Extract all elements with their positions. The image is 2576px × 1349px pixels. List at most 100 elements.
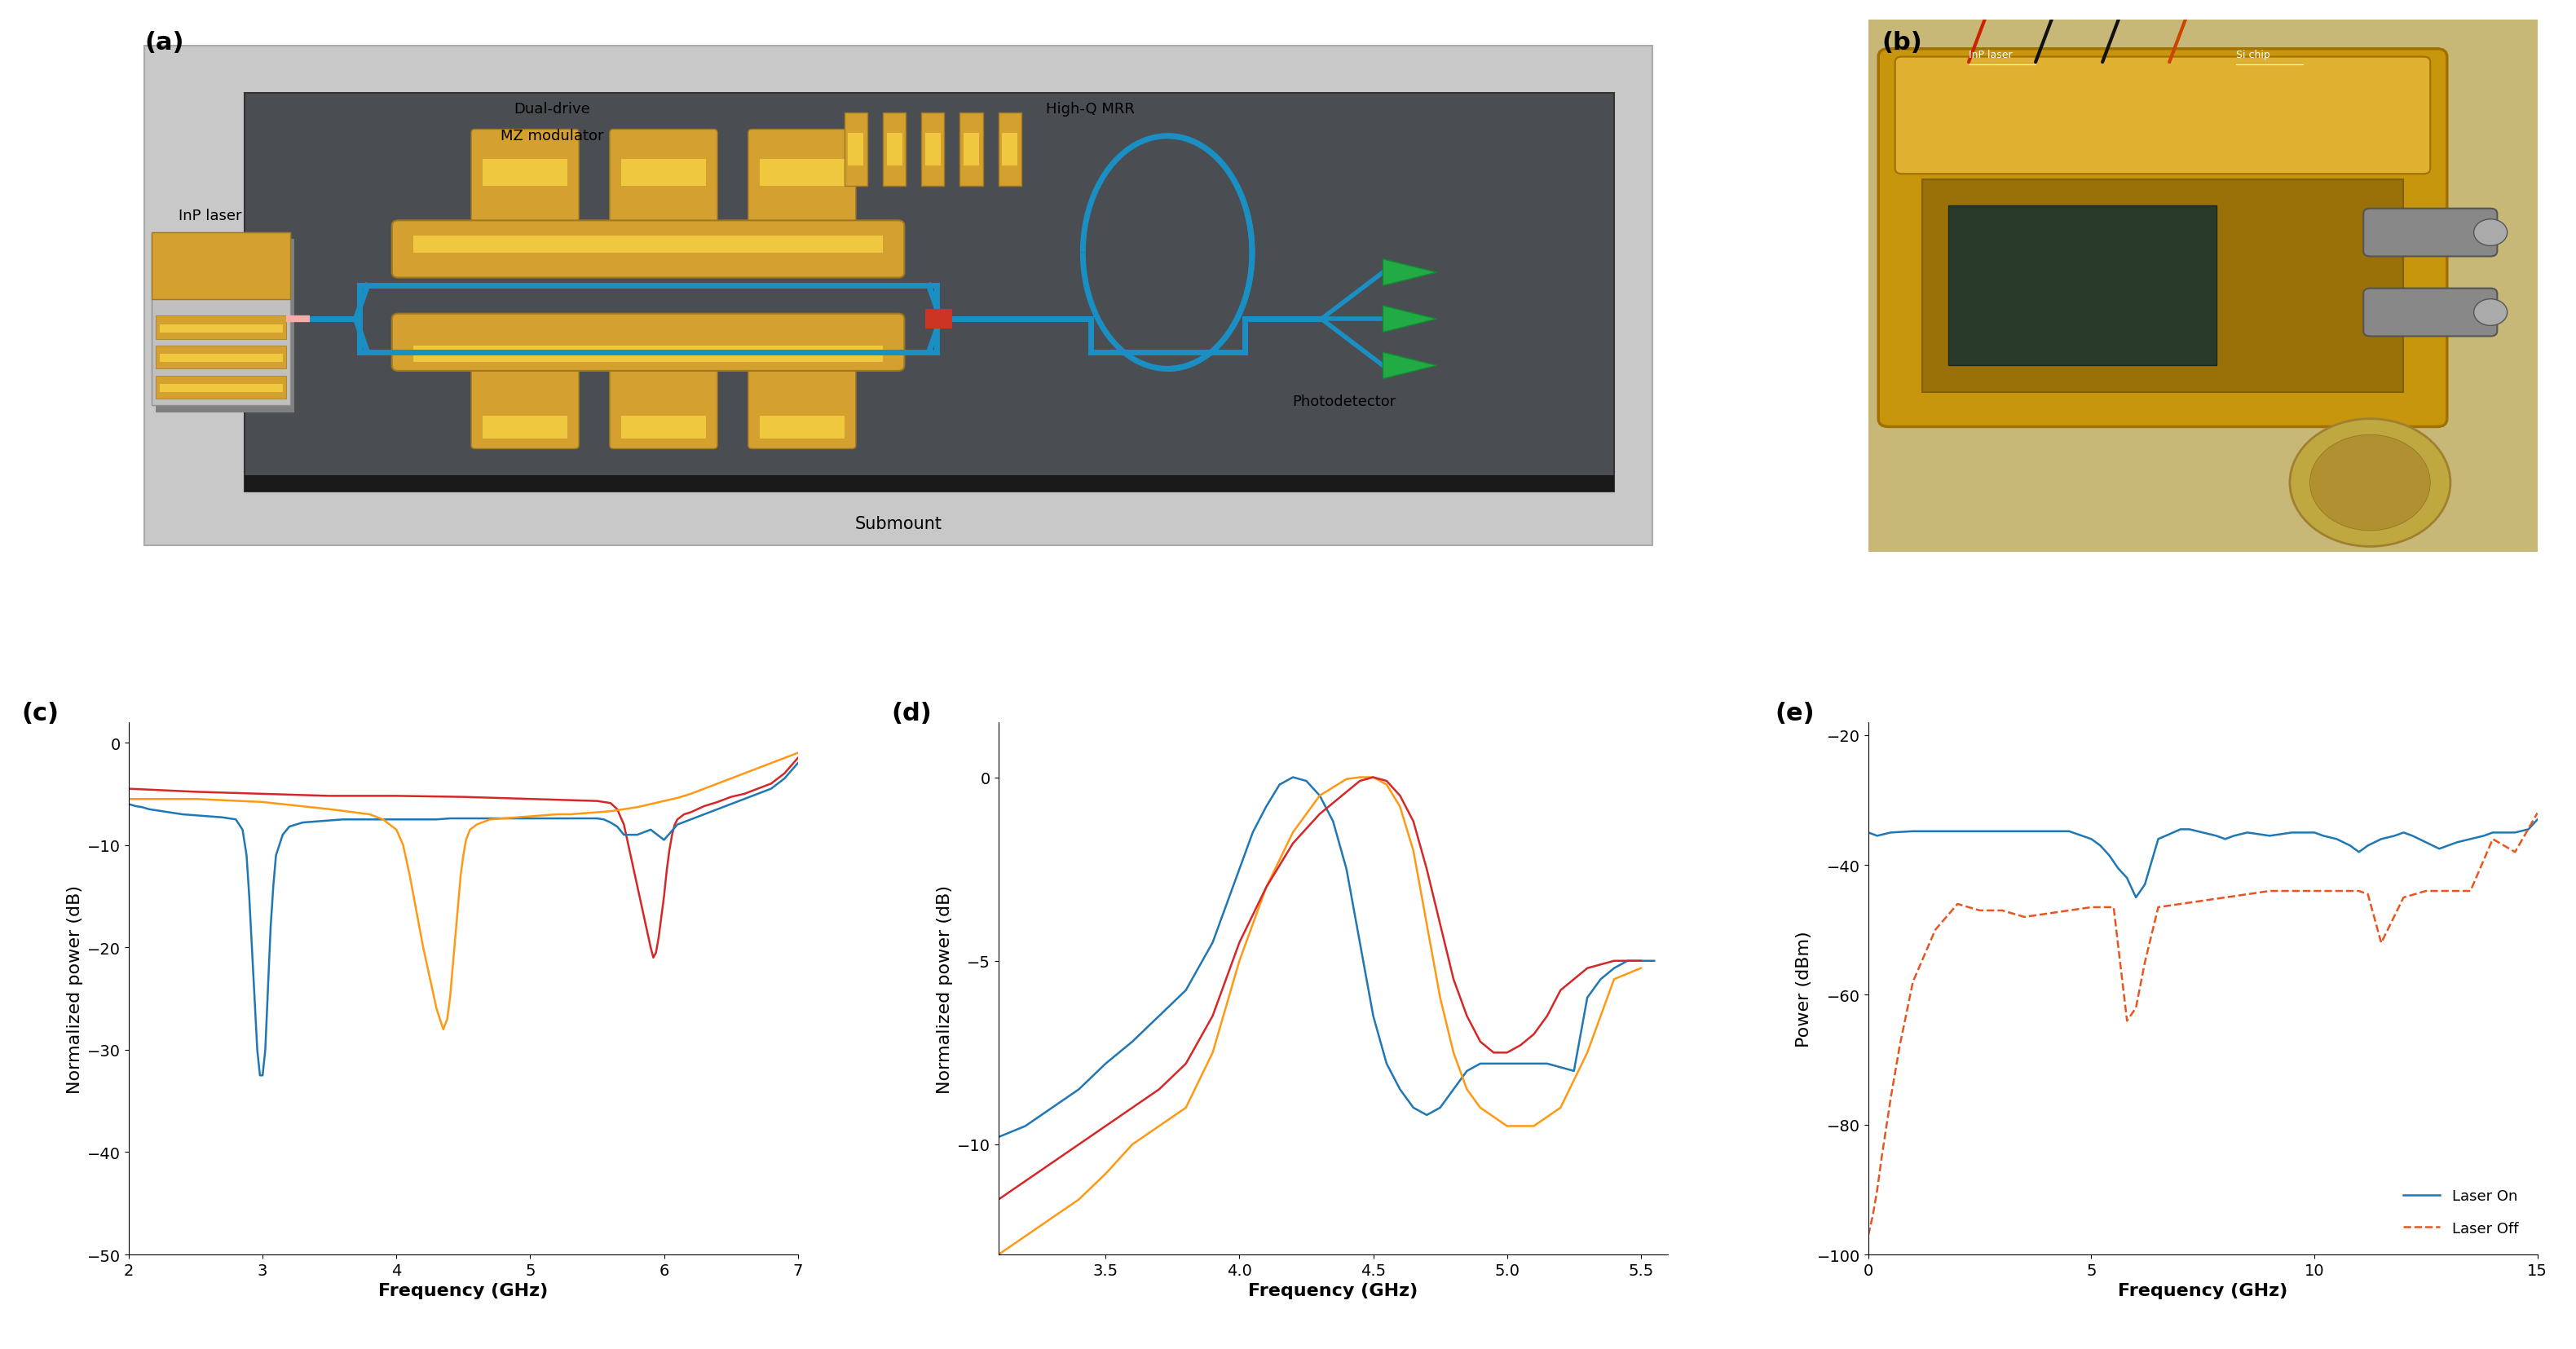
Laser On — [2486, 824, 2517, 840]
X-axis label: Frequency (GHz): Frequency (GHz) — [1249, 1283, 1417, 1299]
Text: MZ modulator: MZ modulator — [500, 128, 603, 143]
Bar — [155, 376, 286, 399]
Text: (e): (e) — [1775, 701, 1814, 724]
Laser Off — [2344, 884, 2375, 900]
Laser On — [2424, 840, 2455, 857]
Laser On — [2120, 889, 2151, 905]
Laser On — [2174, 822, 2205, 838]
Laser Off — [2187, 893, 2218, 909]
Laser Off — [1852, 1228, 1883, 1244]
Line: Laser On: Laser On — [1868, 820, 2537, 897]
Laser Off — [2120, 1000, 2151, 1016]
Laser On — [2231, 824, 2262, 840]
Text: (a): (a) — [144, 31, 183, 54]
Bar — [152, 233, 291, 299]
Laser Off — [1919, 923, 1950, 939]
Laser Off — [1883, 1039, 1914, 1055]
Laser On — [2334, 838, 2365, 854]
Text: InP laser: InP laser — [178, 208, 242, 223]
Bar — [160, 355, 283, 363]
Laser Off — [2478, 831, 2509, 847]
Laser On — [2432, 838, 2463, 854]
Laser On — [2210, 831, 2241, 847]
Laser On — [1986, 823, 2017, 839]
Bar — [152, 233, 291, 406]
Laser On — [2514, 822, 2545, 838]
Laser Off — [2277, 884, 2308, 900]
Laser Off — [2032, 905, 2063, 921]
X-axis label: Frequency (GHz): Frequency (GHz) — [2117, 1283, 2287, 1299]
Bar — [415, 236, 884, 254]
Legend: Laser On, Laser Off: Laser On, Laser Off — [2391, 1176, 2530, 1248]
Laser On — [2053, 823, 2084, 839]
Laser Off — [2298, 884, 2329, 900]
Laser On — [2499, 824, 2530, 840]
Bar — [963, 134, 979, 166]
Laser Off — [2130, 955, 2161, 971]
Text: (c): (c) — [21, 701, 59, 724]
Laser On — [1942, 823, 1973, 839]
Bar — [845, 113, 868, 186]
Laser On — [2187, 824, 2218, 840]
Laser On — [2388, 824, 2419, 840]
Bar — [482, 415, 567, 440]
FancyBboxPatch shape — [747, 130, 855, 223]
Bar — [884, 113, 907, 186]
Laser Off — [2455, 884, 2486, 900]
Laser On — [2076, 831, 2107, 847]
Laser On — [2468, 828, 2499, 844]
Text: High-Q MRR: High-Q MRR — [1046, 103, 1136, 116]
Laser Off — [2411, 884, 2442, 900]
Laser On — [2164, 822, 2195, 838]
Laser On — [1965, 823, 1996, 839]
Laser On — [2442, 835, 2473, 851]
Laser Off — [2009, 909, 2040, 925]
Bar — [922, 113, 945, 186]
FancyBboxPatch shape — [392, 221, 904, 278]
Laser On — [1919, 823, 1950, 839]
Laser Off — [1862, 1182, 1893, 1198]
Laser On — [2254, 828, 2285, 844]
FancyBboxPatch shape — [611, 130, 716, 223]
Laser On — [2352, 838, 2383, 854]
Text: Si chip: Si chip — [2236, 50, 2269, 59]
Laser Off — [2432, 884, 2463, 900]
Polygon shape — [1383, 352, 1437, 379]
Bar — [160, 325, 283, 333]
Laser Off — [2522, 805, 2553, 822]
Y-axis label: Normalized power (dB): Normalized power (dB) — [67, 885, 82, 1093]
Laser Off — [1899, 974, 1929, 990]
Laser Off — [1865, 1149, 1896, 1166]
Laser Off — [1986, 902, 2017, 919]
Polygon shape — [1383, 259, 1437, 286]
Laser On — [2112, 870, 2143, 886]
Laser Off — [2388, 889, 2419, 905]
Bar — [925, 309, 953, 329]
Bar — [1947, 206, 2215, 366]
Laser Off — [1875, 1091, 1906, 1108]
Laser On — [2102, 861, 2133, 877]
Laser On — [2009, 823, 2040, 839]
Laser On — [2478, 824, 2509, 840]
Circle shape — [2473, 299, 2506, 326]
Polygon shape — [1383, 306, 1437, 333]
Laser Off — [2231, 886, 2262, 902]
FancyBboxPatch shape — [392, 314, 904, 371]
Text: Photodetector: Photodetector — [1293, 394, 1396, 409]
Laser Off — [2099, 900, 2130, 916]
Laser On — [2380, 828, 2411, 844]
Laser On — [2321, 831, 2352, 847]
FancyBboxPatch shape — [471, 130, 580, 223]
Laser On — [1875, 824, 1906, 840]
FancyBboxPatch shape — [2362, 289, 2496, 337]
FancyBboxPatch shape — [471, 370, 580, 449]
Laser Off — [2164, 896, 2195, 912]
Polygon shape — [144, 47, 1651, 545]
Laser Off — [2499, 844, 2530, 861]
Laser On — [2084, 838, 2115, 854]
FancyBboxPatch shape — [611, 370, 716, 449]
Bar — [1002, 134, 1018, 166]
Laser On — [2344, 844, 2375, 861]
Laser Off — [2053, 902, 2084, 919]
Bar — [760, 161, 845, 186]
